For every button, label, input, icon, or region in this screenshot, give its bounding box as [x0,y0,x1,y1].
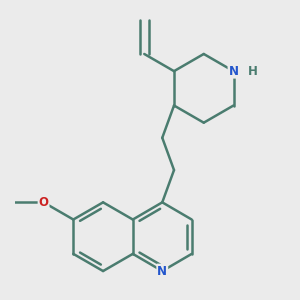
Text: O: O [39,196,49,209]
Text: N: N [157,265,167,278]
Text: N: N [229,65,238,78]
Text: H: H [248,65,258,78]
